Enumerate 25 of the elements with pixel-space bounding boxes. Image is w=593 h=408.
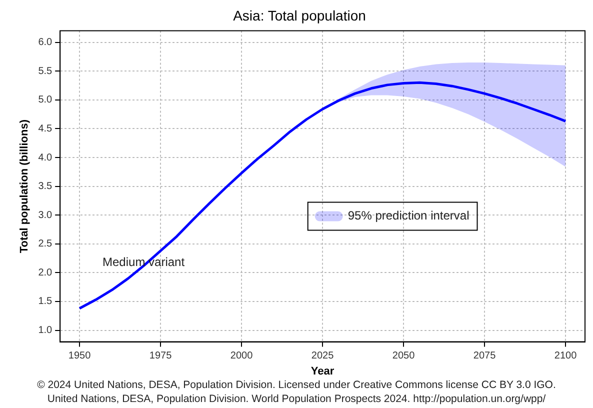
- x-tick-label: 2050: [392, 350, 416, 362]
- text: United Nations, DESA, Population Division. World Population Prospects 2024. http://population.un.org/wpp/: [46, 393, 547, 405]
- x-tick-label: 1975: [149, 350, 172, 362]
- y-tick-label: 3.0: [38, 210, 53, 221]
- legend-title: 95% prediction interval: [348, 208, 470, 223]
- text: © 2024 United Nations, DESA, Population Division. Licensed under Creative Commons license CC BY 3.0 IGO.: [36, 379, 557, 391]
- y-tick-label: 2.5: [38, 238, 53, 250]
- x-tick-label: 2100: [554, 350, 578, 362]
- y-tick-label: 1.5: [38, 296, 53, 308]
- x-tick-label: 2000: [230, 350, 254, 362]
- y-tick-label: 5.5: [38, 66, 53, 77]
- y-axis-title: Total population (billions): [18, 119, 31, 254]
- y-tick-label: 5.0: [38, 94, 53, 106]
- x-tick-label: 2025: [311, 350, 334, 362]
- y-tick-label: 6.0: [38, 37, 53, 48]
- x-axis-title: Year: [310, 365, 335, 378]
- y-tick-label: 4.5: [38, 123, 53, 134]
- y-tick-label: 1.0: [38, 325, 53, 336]
- y-tick-label: 4.0: [38, 152, 53, 164]
- x-tick-label: 1950: [68, 350, 92, 362]
- series-label: Medium variant: [102, 255, 186, 270]
- chart-title: Asia: Total population: [233, 7, 366, 24]
- x-tick-label: 2075: [473, 350, 496, 362]
- y-tick-label: 3.5: [38, 181, 53, 192]
- y-tick-label: 2.0: [38, 267, 53, 278]
